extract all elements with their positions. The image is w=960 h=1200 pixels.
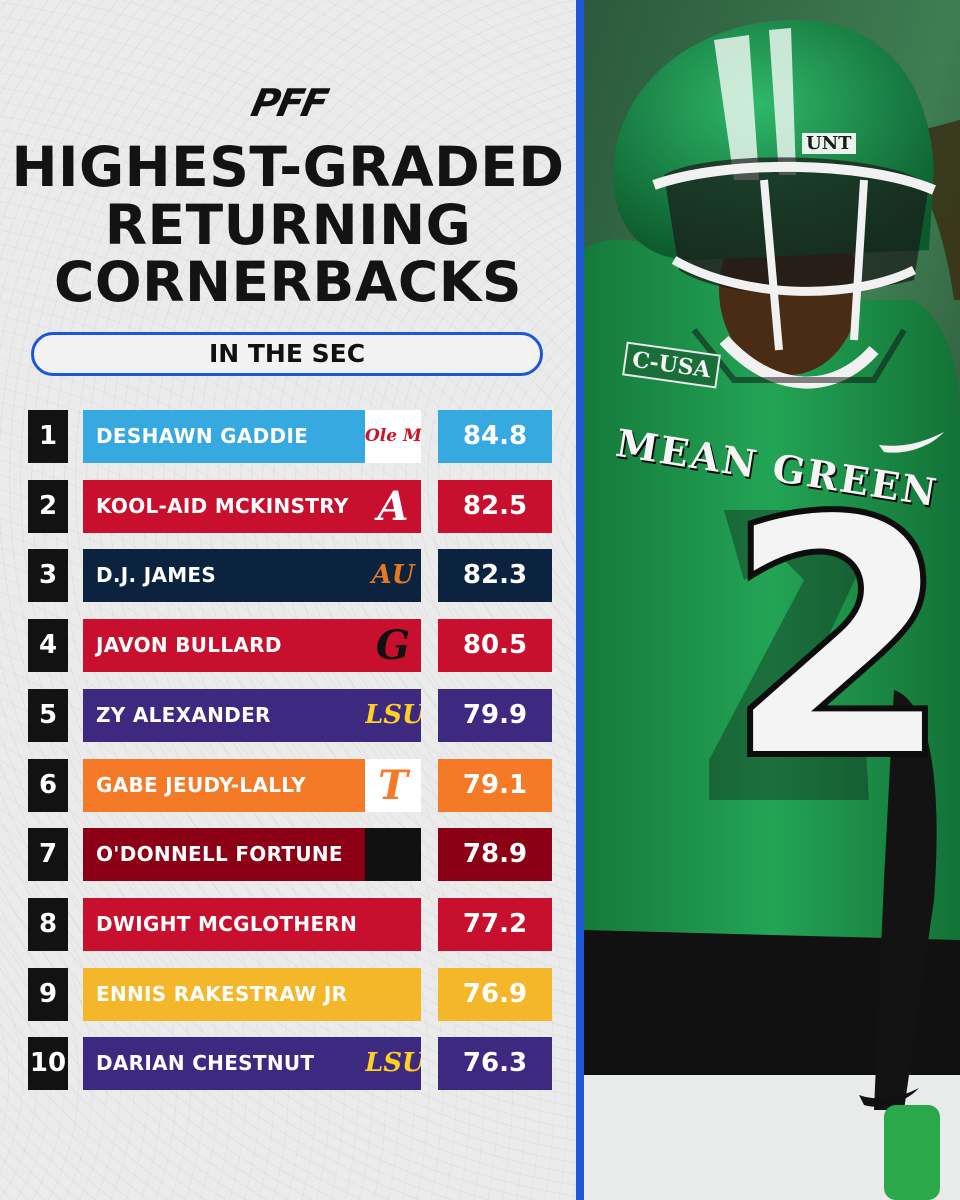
ranking-row: 5 ZY ALEXANDER LSU 79.9 bbox=[28, 689, 552, 742]
team-logo-mark bbox=[365, 898, 421, 951]
arkansas-logo bbox=[365, 898, 421, 951]
rank-number: 1 bbox=[28, 410, 68, 463]
rank-number: 8 bbox=[28, 898, 68, 951]
player-grade: 80.5 bbox=[438, 619, 552, 672]
team-logo-mark: T bbox=[378, 762, 408, 809]
ranking-row: 8 DWIGHT MCGLOTHERN 77.2 bbox=[28, 898, 552, 951]
lsu-logo: LSU bbox=[365, 1037, 421, 1090]
football-player-photo: C-USA UNT MEAN GREEN 2 bbox=[584, 0, 960, 1200]
alabama-logo: A bbox=[365, 480, 421, 533]
team-logo-mark: Ole Miss bbox=[365, 426, 421, 446]
player-name-bar: D.J. JAMES AU bbox=[83, 549, 421, 602]
team-logo-mark: AU bbox=[371, 560, 415, 590]
player-grade: 79.9 bbox=[438, 689, 552, 742]
auburn-logo: AU bbox=[365, 549, 421, 602]
ranking-row: 3 D.J. JAMES AU 82.3 bbox=[28, 549, 552, 602]
team-logo-mark: A bbox=[377, 483, 409, 530]
rank-number: 5 bbox=[28, 689, 68, 742]
player-name: GABE JEUDY-LALLY bbox=[96, 773, 306, 797]
lsu-logo: LSU bbox=[365, 689, 421, 742]
ranking-row: 9 ENNIS RAKESTRAW JR 76.9 bbox=[28, 968, 552, 1021]
team-logo-mark bbox=[365, 968, 421, 1021]
team-logo-mark bbox=[365, 828, 421, 881]
team-logo-mark: G bbox=[375, 622, 411, 669]
team-logo-mark: LSU bbox=[365, 1048, 421, 1078]
helmet-label: UNT bbox=[802, 133, 856, 154]
ranking-row: 7 O'DONNELL FORTUNE 78.9 bbox=[28, 828, 552, 881]
player-name-bar: KOOL-AID MCKINSTRY A bbox=[83, 480, 421, 533]
player-name: O'DONNELL FORTUNE bbox=[96, 842, 343, 866]
rank-number: 10 bbox=[28, 1037, 68, 1090]
player-name: DWIGHT MCGLOTHERN bbox=[96, 912, 358, 936]
south-carolina-logo bbox=[365, 828, 421, 881]
player-name-bar: GABE JEUDY-LALLY T bbox=[83, 759, 421, 812]
player-grade: 76.3 bbox=[438, 1037, 552, 1090]
player-name-bar: DARIAN CHESTNUT LSU bbox=[83, 1037, 421, 1090]
player-name-bar: DESHAWN GADDIE Ole Miss bbox=[83, 410, 421, 463]
player-grade: 79.1 bbox=[438, 759, 552, 812]
player-name-bar: ZY ALEXANDER LSU bbox=[83, 689, 421, 742]
pff-logo: PFF bbox=[247, 81, 331, 125]
tennessee-logo: T bbox=[365, 759, 421, 812]
blue-divider bbox=[576, 0, 584, 1200]
ole-miss-logo: Ole Miss bbox=[365, 410, 421, 463]
player-name: ZY ALEXANDER bbox=[96, 703, 271, 727]
rank-number: 4 bbox=[28, 619, 68, 672]
player-name: KOOL-AID MCKINSTRY bbox=[96, 494, 349, 518]
player-name: D.J. JAMES bbox=[96, 563, 217, 587]
player-name: DARIAN CHESTNUT bbox=[96, 1051, 315, 1075]
ranking-row: 6 GABE JEUDY-LALLY T 79.1 bbox=[28, 759, 552, 812]
player-name: ENNIS RAKESTRAW JR bbox=[96, 982, 348, 1006]
ranking-row: 10 DARIAN CHESTNUT LSU 76.3 bbox=[28, 1037, 552, 1090]
player-grade: 78.9 bbox=[438, 828, 552, 881]
team-logo-mark: LSU bbox=[365, 700, 421, 730]
rank-number: 7 bbox=[28, 828, 68, 881]
rank-number: 2 bbox=[28, 480, 68, 533]
rank-number: 6 bbox=[28, 759, 68, 812]
ranking-panel: PFF HIGHEST-GRADED RETURNING CORNERBACKS… bbox=[0, 0, 576, 1200]
subtitle-pill: IN THE SEC bbox=[31, 332, 543, 376]
player-illustration bbox=[584, 0, 960, 1200]
player-grade: 82.3 bbox=[438, 549, 552, 602]
player-name-bar: DWIGHT MCGLOTHERN bbox=[83, 898, 421, 951]
player-name: DESHAWN GADDIE bbox=[96, 424, 309, 448]
missouri-logo bbox=[365, 968, 421, 1021]
title-line-3: CORNERBACKS bbox=[53, 250, 522, 314]
player-name-bar: ENNIS RAKESTRAW JR bbox=[83, 968, 421, 1021]
title-line-1: HIGHEST-GRADED bbox=[11, 135, 565, 199]
jersey-number: 2 bbox=[721, 448, 957, 832]
georgia-logo: G bbox=[365, 619, 421, 672]
rank-number: 3 bbox=[28, 549, 68, 602]
title-line-2: RETURNING bbox=[104, 193, 472, 257]
ranking-row: 1 DESHAWN GADDIE Ole Miss 84.8 bbox=[28, 410, 552, 463]
rank-number: 9 bbox=[28, 968, 68, 1021]
ranking-row: 2 KOOL-AID MCKINSTRY A 82.5 bbox=[28, 480, 552, 533]
player-grade: 82.5 bbox=[438, 480, 552, 533]
ranking-row: 4 JAVON BULLARD G 80.5 bbox=[28, 619, 552, 672]
player-name-bar: JAVON BULLARD G bbox=[83, 619, 421, 672]
player-name: JAVON BULLARD bbox=[96, 633, 282, 657]
player-grade: 77.2 bbox=[438, 898, 552, 951]
player-grade: 84.8 bbox=[438, 410, 552, 463]
subtitle-text: IN THE SEC bbox=[208, 339, 366, 368]
player-name-bar: O'DONNELL FORTUNE bbox=[83, 828, 421, 881]
player-grade: 76.9 bbox=[438, 968, 552, 1021]
